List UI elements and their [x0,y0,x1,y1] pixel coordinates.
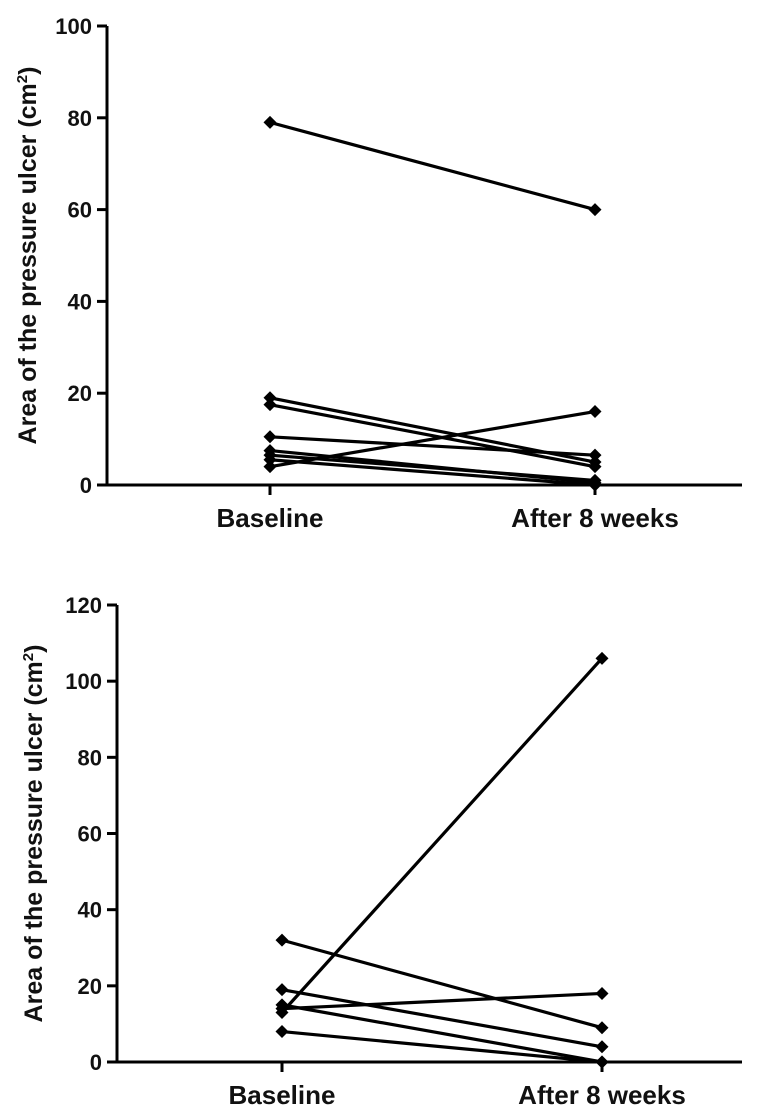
data-point [263,430,277,444]
series-line [280,938,604,1030]
y-tick-label: 100 [65,669,102,694]
chart-1: 0 20 40 60 80 100 Baseline After 8 weeks Area of… [14,14,742,533]
y-tick-label: 40 [68,289,92,314]
y-tick-label: 0 [80,473,92,498]
y-tick-label: 80 [78,745,102,770]
y-axis-title: Area of the pressure ulcer (cm2) [20,645,48,1023]
y-tick-label: 40 [78,898,102,923]
data-point [275,983,289,997]
y-tick-label: 120 [65,593,102,618]
data-point [263,115,277,129]
x-category-label: After 8 weeks [511,503,679,533]
series-line [280,656,604,1015]
series-line [268,435,597,457]
data-point [263,398,277,412]
series-line [268,403,597,469]
y-tick-label: 60 [68,198,92,223]
data-point [595,651,609,665]
data-point [275,1025,289,1039]
series-line [268,458,597,487]
y-tick-label: 60 [78,822,102,847]
data-point [588,460,602,474]
data-point [595,1021,609,1035]
data-point [588,405,602,419]
series-line [280,1003,604,1064]
series-line [280,988,604,1049]
chart-2: 0 20 40 60 80 100 120 Baseline After 8 weeks Area… [20,593,742,1110]
series-line [280,1029,604,1064]
data-point [595,1055,609,1069]
data-point [263,453,277,467]
data-point [588,448,602,462]
series-line [268,453,597,483]
y-tick-label: 20 [78,974,102,999]
data-point [595,986,609,1000]
series-line [268,120,597,212]
data-point [595,1040,609,1054]
data-point [588,203,602,217]
y-tick-label: 80 [68,106,92,131]
y-tick-label: 0 [90,1050,102,1075]
data-point [263,391,277,405]
x-category-label: Baseline [229,1080,336,1110]
x-category-label: After 8 weeks [518,1080,686,1110]
data-point [275,1002,289,1016]
y-tick-label: 20 [68,381,92,406]
data-point [263,460,277,474]
data-point [275,933,289,947]
y-tick-label: 100 [55,14,92,39]
y-axis-title: Area of the pressure ulcer (cm2) [14,67,42,445]
series-line [268,409,597,469]
x-category-label: Baseline [217,503,324,533]
series-line [280,991,604,1011]
data-point [588,478,602,492]
